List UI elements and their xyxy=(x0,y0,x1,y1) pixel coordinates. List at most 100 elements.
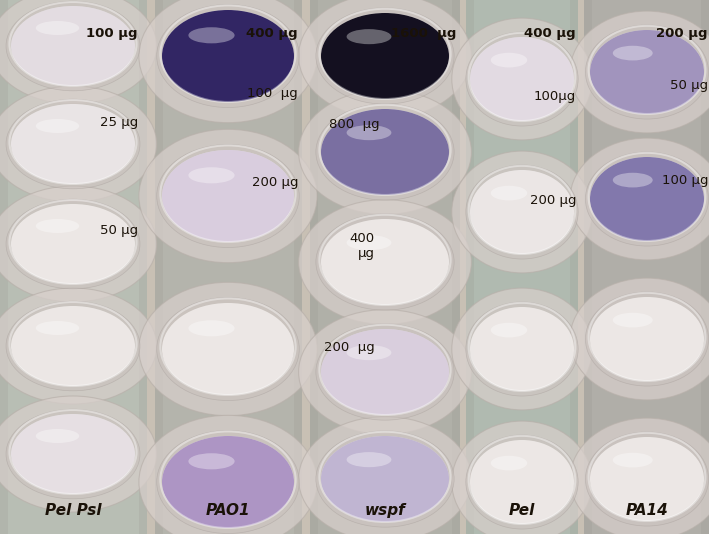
Ellipse shape xyxy=(470,440,574,524)
Ellipse shape xyxy=(321,329,449,415)
Bar xyxy=(466,0,474,534)
Ellipse shape xyxy=(298,310,471,434)
Ellipse shape xyxy=(189,320,235,336)
Ellipse shape xyxy=(298,90,471,214)
Ellipse shape xyxy=(470,37,574,121)
Ellipse shape xyxy=(570,11,709,133)
Ellipse shape xyxy=(491,53,527,67)
Text: 100  μg: 100 μg xyxy=(247,87,298,100)
Bar xyxy=(155,0,302,534)
Ellipse shape xyxy=(11,414,135,494)
Text: 400 μg: 400 μg xyxy=(525,27,576,40)
Ellipse shape xyxy=(470,170,574,254)
Text: 100 μg: 100 μg xyxy=(86,27,138,40)
Ellipse shape xyxy=(35,21,79,35)
Text: PA14: PA14 xyxy=(625,503,669,518)
Ellipse shape xyxy=(316,324,454,420)
Text: Pel Psl: Pel Psl xyxy=(45,503,101,518)
Ellipse shape xyxy=(6,199,140,289)
Ellipse shape xyxy=(6,409,140,499)
Ellipse shape xyxy=(590,437,704,521)
Ellipse shape xyxy=(452,288,592,410)
Ellipse shape xyxy=(11,104,135,184)
Ellipse shape xyxy=(321,13,449,99)
Ellipse shape xyxy=(6,301,140,391)
Ellipse shape xyxy=(613,173,653,187)
Ellipse shape xyxy=(590,157,704,241)
Ellipse shape xyxy=(189,27,235,43)
Bar xyxy=(294,0,302,534)
Bar xyxy=(0,0,8,534)
Ellipse shape xyxy=(321,329,449,415)
Ellipse shape xyxy=(139,282,317,415)
Ellipse shape xyxy=(162,436,294,528)
Ellipse shape xyxy=(139,415,317,534)
Ellipse shape xyxy=(162,436,294,528)
Ellipse shape xyxy=(298,200,471,324)
Ellipse shape xyxy=(189,453,235,469)
Text: wspf: wspf xyxy=(364,503,406,518)
Ellipse shape xyxy=(347,125,391,140)
Text: 400
μg: 400 μg xyxy=(350,232,375,260)
Ellipse shape xyxy=(470,37,574,121)
Text: 400 μg: 400 μg xyxy=(246,27,298,40)
Ellipse shape xyxy=(321,436,449,522)
Ellipse shape xyxy=(11,6,135,86)
Ellipse shape xyxy=(316,431,454,527)
Ellipse shape xyxy=(298,0,471,119)
Ellipse shape xyxy=(613,453,653,467)
Ellipse shape xyxy=(347,452,391,467)
Ellipse shape xyxy=(347,235,391,250)
Ellipse shape xyxy=(491,186,527,200)
Text: PAO1: PAO1 xyxy=(206,503,250,518)
Ellipse shape xyxy=(316,214,454,310)
Ellipse shape xyxy=(0,86,157,202)
Text: 50 μg: 50 μg xyxy=(670,79,708,92)
Ellipse shape xyxy=(570,418,709,534)
Ellipse shape xyxy=(466,302,578,396)
Ellipse shape xyxy=(321,109,449,195)
Ellipse shape xyxy=(6,99,140,189)
Ellipse shape xyxy=(321,436,449,522)
Ellipse shape xyxy=(35,119,79,133)
Ellipse shape xyxy=(466,32,578,126)
Ellipse shape xyxy=(157,297,299,400)
Ellipse shape xyxy=(0,186,157,302)
Ellipse shape xyxy=(35,219,79,233)
Bar xyxy=(139,0,147,534)
Ellipse shape xyxy=(613,46,653,60)
Ellipse shape xyxy=(11,6,135,86)
Ellipse shape xyxy=(11,306,135,386)
Ellipse shape xyxy=(586,292,708,386)
Ellipse shape xyxy=(452,421,592,534)
Ellipse shape xyxy=(162,303,294,395)
Ellipse shape xyxy=(470,307,574,391)
Ellipse shape xyxy=(590,30,704,114)
Ellipse shape xyxy=(590,157,704,241)
Ellipse shape xyxy=(35,429,79,443)
Ellipse shape xyxy=(6,1,140,91)
Text: Pel: Pel xyxy=(509,503,535,518)
Ellipse shape xyxy=(162,150,294,242)
Ellipse shape xyxy=(0,396,157,512)
Ellipse shape xyxy=(586,152,708,246)
Ellipse shape xyxy=(162,10,294,102)
Ellipse shape xyxy=(613,313,653,327)
Text: 25 μg: 25 μg xyxy=(100,116,138,129)
Ellipse shape xyxy=(11,204,135,284)
Ellipse shape xyxy=(0,0,157,104)
Ellipse shape xyxy=(189,167,235,183)
Ellipse shape xyxy=(590,30,704,114)
Ellipse shape xyxy=(491,323,527,337)
Ellipse shape xyxy=(321,13,449,99)
Ellipse shape xyxy=(470,170,574,254)
Text: 1600  μg: 1600 μg xyxy=(391,27,456,40)
Bar xyxy=(570,0,578,534)
Ellipse shape xyxy=(11,414,135,494)
Ellipse shape xyxy=(586,25,708,119)
Ellipse shape xyxy=(590,297,704,381)
Text: 50 μg: 50 μg xyxy=(100,224,138,237)
Bar xyxy=(584,0,709,534)
Ellipse shape xyxy=(586,432,708,526)
Ellipse shape xyxy=(139,0,317,123)
